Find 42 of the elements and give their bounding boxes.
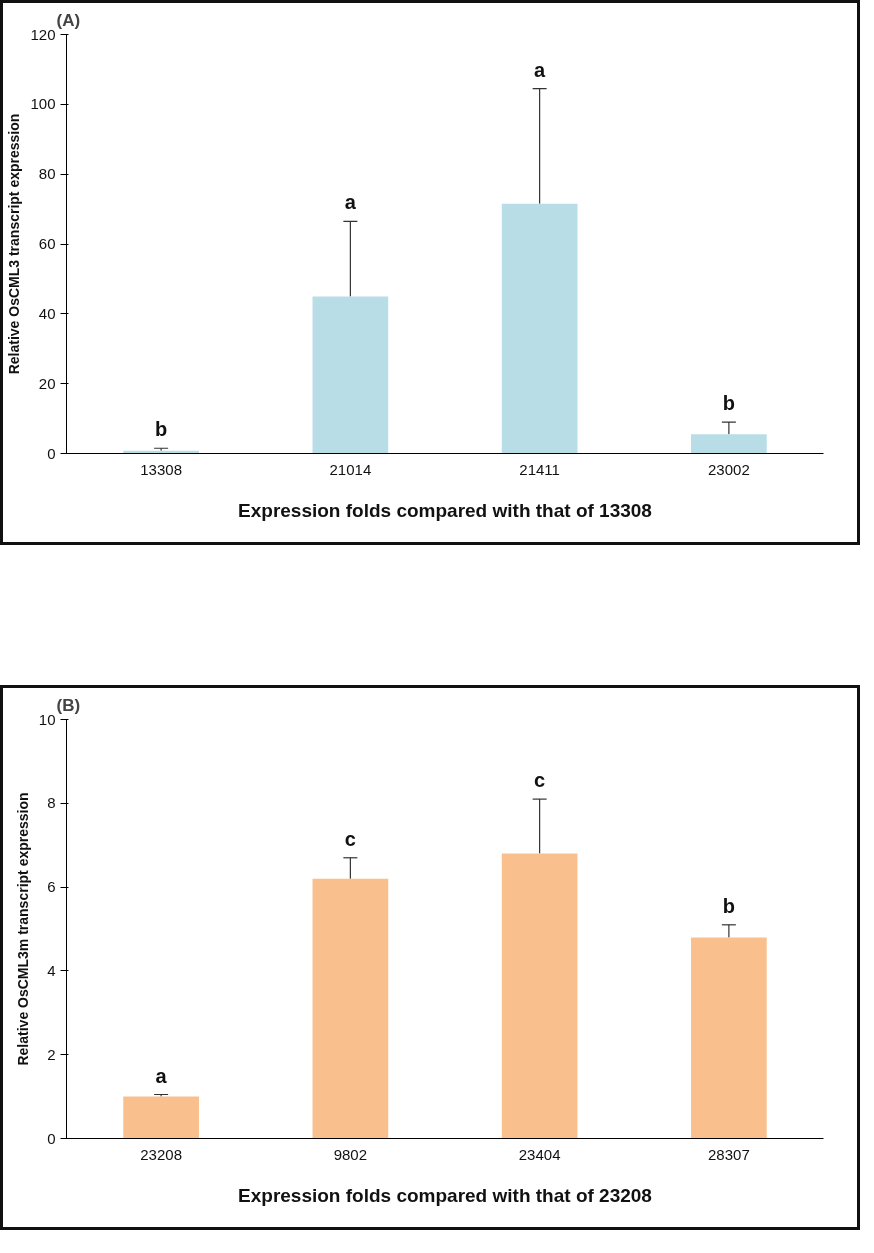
x-tick-label: 23208 — [140, 1145, 182, 1163]
y-axis-title: Relative OsCML3m transcript expression — [14, 792, 31, 1066]
x-axis-title: Expression folds compared with that of 13308 — [238, 499, 652, 521]
x-axis-title: Expression folds compared with that of 23208 — [238, 1184, 652, 1206]
y-tick-label: 10 — [38, 710, 56, 728]
annotation: a — [344, 191, 357, 214]
y-tick-label: 120 — [30, 25, 56, 43]
annotation: c — [534, 769, 546, 792]
annotation: a — [534, 58, 547, 81]
y-tick-label: 20 — [38, 374, 56, 392]
annotation: a — [155, 1064, 168, 1087]
y-axis-title: Relative OsCML3 transcript expression — [6, 113, 23, 375]
annotation: c — [344, 827, 356, 850]
y-tick-label: 100 — [30, 95, 56, 113]
y-tick-label: 60 — [38, 235, 56, 252]
x-tick-label: 23002 — [708, 460, 750, 478]
y-tick-label: 2 — [47, 1045, 56, 1063]
bar — [312, 878, 389, 1139]
x-tick-label: 23404 — [518, 1145, 561, 1163]
chart-title: (A) — [56, 10, 81, 30]
x-tick-label: 21014 — [329, 460, 372, 478]
bar — [123, 1096, 199, 1139]
bar — [691, 937, 767, 1139]
y-tick-label: 6 — [47, 878, 56, 896]
bar — [691, 434, 767, 454]
bar — [312, 296, 389, 454]
y-tick-label: 80 — [38, 165, 56, 183]
x-tick-label: 9802 — [333, 1145, 368, 1163]
y-tick-label: 0 — [47, 1129, 56, 1147]
bar — [501, 203, 578, 454]
x-tick-label: 13308 — [140, 460, 182, 478]
y-tick-label: 40 — [38, 304, 56, 322]
y-tick-label: 8 — [47, 794, 56, 812]
bar — [501, 853, 578, 1139]
chart-title: (B) — [56, 695, 81, 715]
x-tick-label: 21411 — [519, 460, 560, 478]
y-tick-label: 4 — [47, 961, 56, 979]
y-tick-label: 0 — [47, 444, 56, 462]
annotation: b — [155, 418, 168, 441]
annotation: b — [722, 392, 735, 415]
x-tick-label: 28307 — [708, 1145, 750, 1163]
annotation: b — [722, 894, 735, 917]
